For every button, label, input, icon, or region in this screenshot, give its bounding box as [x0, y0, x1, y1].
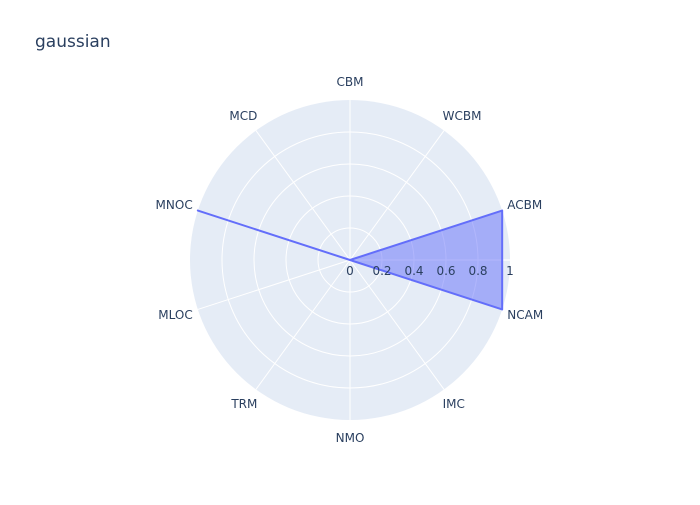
category-label: NMO	[336, 431, 365, 445]
radial-tick-label: 0	[346, 264, 354, 278]
category-label: ACBM	[507, 198, 542, 212]
radial-tick-label: 0.8	[468, 264, 487, 278]
chart-title: gaussian	[35, 32, 111, 52]
category-label: CBM	[337, 75, 364, 89]
radial-tick-label: 0.2	[372, 264, 391, 278]
radial-tick-label: 0.4	[404, 264, 423, 278]
series-area	[196, 209, 504, 311]
category-label: MLOC	[158, 308, 192, 322]
angular-grid-line	[255, 130, 351, 261]
category-label: WCBM	[443, 109, 482, 123]
category-label: MCD	[229, 109, 257, 123]
angular-grid-line	[349, 259, 445, 390]
radial-tick-label: 1	[506, 264, 514, 278]
category-label: MNOC	[156, 198, 193, 212]
angular-grid-line	[349, 130, 445, 261]
category-label: NCAM	[507, 308, 543, 322]
radial-tick-label: 0.6	[436, 264, 455, 278]
category-label: IMC	[443, 397, 465, 411]
category-label: TRM	[230, 397, 257, 411]
angular-grid-line	[255, 259, 351, 390]
angular-grid-line	[197, 259, 351, 310]
